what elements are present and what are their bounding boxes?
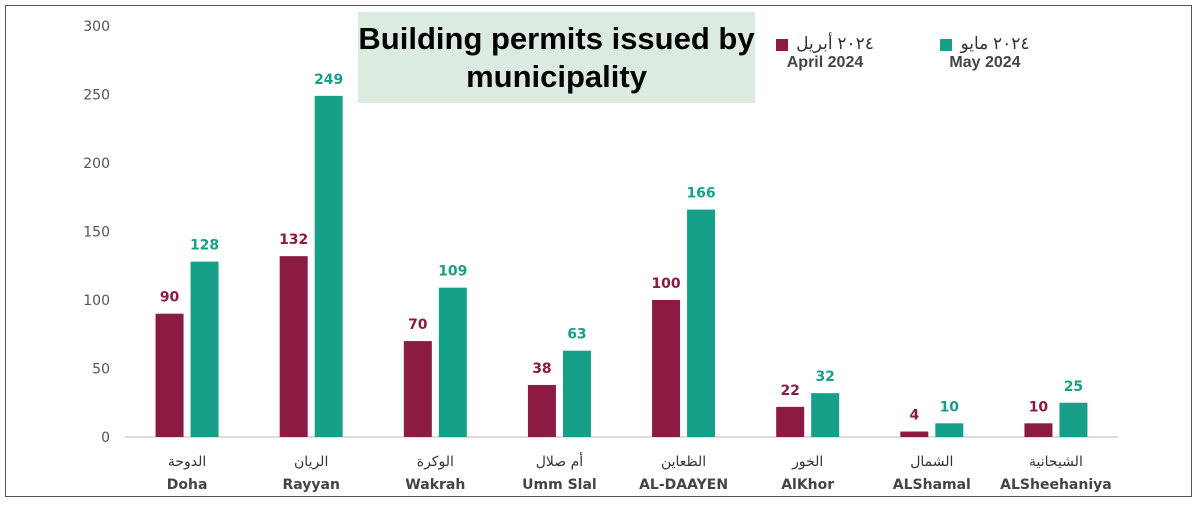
data-label: 166 [686, 186, 715, 202]
data-label: 10 [1029, 399, 1049, 415]
data-label: 128 [190, 238, 219, 254]
x-tick-label-en: Umm Slal [522, 477, 597, 493]
bar-april [155, 313, 184, 437]
bar-april [1024, 423, 1053, 437]
data-label: 38 [532, 361, 551, 377]
bar-april [403, 341, 432, 437]
bar-may [811, 393, 840, 437]
y-tick-label: 200 [83, 156, 110, 172]
legend-item-may: ٢٠٢٤ مايو May 2024 [925, 34, 1045, 72]
y-tick-label: 300 [83, 19, 110, 35]
data-label: 90 [160, 290, 180, 306]
x-tick-label-en: AlKhor [781, 477, 834, 493]
data-label: 249 [314, 72, 343, 88]
data-label: 22 [780, 383, 799, 399]
bar-may [190, 261, 219, 437]
legend-label-ar: ٢٠٢٤ أبريل [796, 34, 874, 53]
data-label: 25 [1064, 379, 1083, 395]
data-label: 10 [940, 399, 960, 415]
bar-april [900, 431, 929, 437]
bar-april [652, 300, 681, 437]
bar-may [935, 423, 964, 437]
x-tick-label-en: Rayyan [282, 477, 339, 493]
x-tick-label-ar: الخور [791, 454, 823, 470]
y-tick-label: 50 [92, 362, 110, 378]
bar-april [279, 256, 308, 437]
x-tick-label-ar: الريان [294, 454, 328, 470]
x-tick-label-en: ALShamal [893, 477, 971, 493]
chart-title: Building permits issued by municipality [358, 12, 755, 103]
legend-label-en: April 2024 [786, 54, 864, 71]
data-label: 32 [815, 369, 834, 385]
bar-may [438, 287, 467, 437]
legend-label-ar: ٢٠٢٤ مايو [960, 34, 1030, 53]
y-tick-label: 100 [83, 293, 110, 309]
x-tick-label-en: Wakrah [405, 477, 465, 493]
bar-april [527, 384, 556, 437]
x-tick-label-ar: أم صلال [536, 452, 584, 470]
x-tick-label-ar: الظعاين [661, 454, 706, 470]
y-tick-label: 250 [83, 88, 110, 104]
data-label: 100 [651, 276, 680, 292]
x-tick-label-ar: الشمال [910, 454, 953, 470]
x-tick-label-en: Doha [167, 477, 208, 493]
x-tick-label-ar: الشيحانية [1029, 454, 1083, 470]
legend-label-en: May 2024 [949, 54, 1021, 71]
x-tick-label-en: AL-DAAYEN [639, 477, 728, 493]
bar-may [687, 209, 716, 437]
y-tick-label: 0 [101, 430, 110, 446]
bar-may [1059, 402, 1088, 437]
legend-swatch-may [940, 38, 953, 51]
y-tick-label: 150 [83, 225, 110, 241]
bar-april [776, 406, 805, 437]
chart-frame [5, 5, 1192, 497]
x-tick-label-ar: الدوحة [168, 454, 206, 470]
data-label: 70 [408, 317, 428, 333]
x-tick-label-ar: الوكرة [417, 454, 454, 470]
data-label: 63 [567, 327, 586, 343]
data-label: 109 [438, 264, 467, 280]
legend-swatch-april [776, 38, 789, 51]
bar-may [562, 350, 591, 437]
x-tick-label-en: ALSheehaniya [1000, 477, 1112, 493]
legend-item-april: ٢٠٢٤ أبريل April 2024 [765, 34, 885, 72]
data-label: 132 [279, 232, 308, 248]
data-label: 4 [909, 408, 919, 424]
bar-may [314, 95, 343, 438]
